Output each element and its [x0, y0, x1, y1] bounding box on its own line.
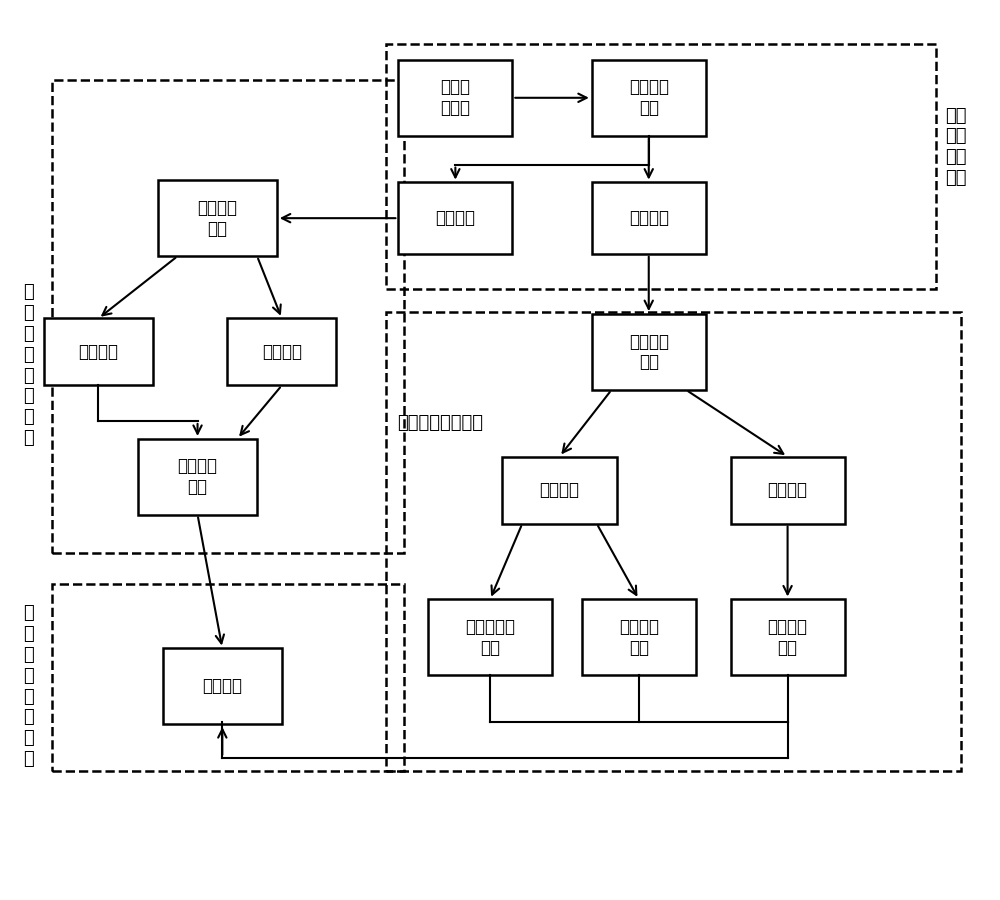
Bar	[592, 183, 706, 254]
Text: 嘴部图像: 嘴部图像	[629, 209, 669, 227]
Text: 嘴角深度
差异: 嘴角深度 差异	[768, 617, 808, 657]
Text: 眼部异常
程度: 眼部异常 程度	[178, 457, 218, 496]
Bar	[158, 180, 277, 256]
Bar	[428, 599, 552, 675]
Text: 眼部图像: 眼部图像	[435, 209, 475, 227]
Text: 嘴角区域: 嘴角区域	[768, 482, 808, 500]
Text: 嘴部整体偏
移量: 嘴部整体偏 移量	[465, 617, 515, 657]
Bar	[398, 60, 512, 136]
Bar	[592, 60, 706, 136]
Bar	[52, 80, 404, 553]
Bar	[138, 439, 257, 515]
Text: 嘴部异常检测模块: 嘴部异常检测模块	[398, 414, 484, 432]
Text: 康
复
效
果
判
断
模
块: 康 复 效 果 判 断 模 块	[24, 605, 34, 768]
Bar	[386, 311, 961, 771]
Text: 正视面
部图像: 正视面 部图像	[440, 78, 470, 117]
Bar	[227, 319, 336, 385]
Bar	[163, 648, 282, 725]
Text: 瞳孔区域: 瞳孔区域	[78, 343, 118, 361]
Bar	[398, 183, 512, 254]
Text: 康复曲线: 康复曲线	[202, 678, 242, 696]
Bar	[731, 456, 845, 524]
Bar	[502, 456, 617, 524]
Text: 嘴部变形
程度: 嘴部变形 程度	[619, 617, 659, 657]
Bar	[731, 599, 845, 675]
Text: 眼白区域: 眼白区域	[262, 343, 302, 361]
Text: 第三神经
网络: 第三神经 网络	[629, 332, 669, 372]
Bar	[582, 599, 696, 675]
Bar	[386, 44, 936, 290]
Text: 嘴唇区域: 嘴唇区域	[540, 482, 580, 500]
Text: 第一神经
网络: 第一神经 网络	[629, 78, 669, 117]
Bar	[592, 314, 706, 390]
Text: 脸部
检测
分割
模块: 脸部 检测 分割 模块	[945, 106, 967, 187]
Bar	[44, 319, 153, 385]
Text: 第二神经
网络: 第二神经 网络	[197, 199, 237, 238]
Text: 眼
部
异
常
检
测
模
块: 眼 部 异 常 检 测 模 块	[24, 284, 34, 447]
Bar	[52, 584, 404, 771]
